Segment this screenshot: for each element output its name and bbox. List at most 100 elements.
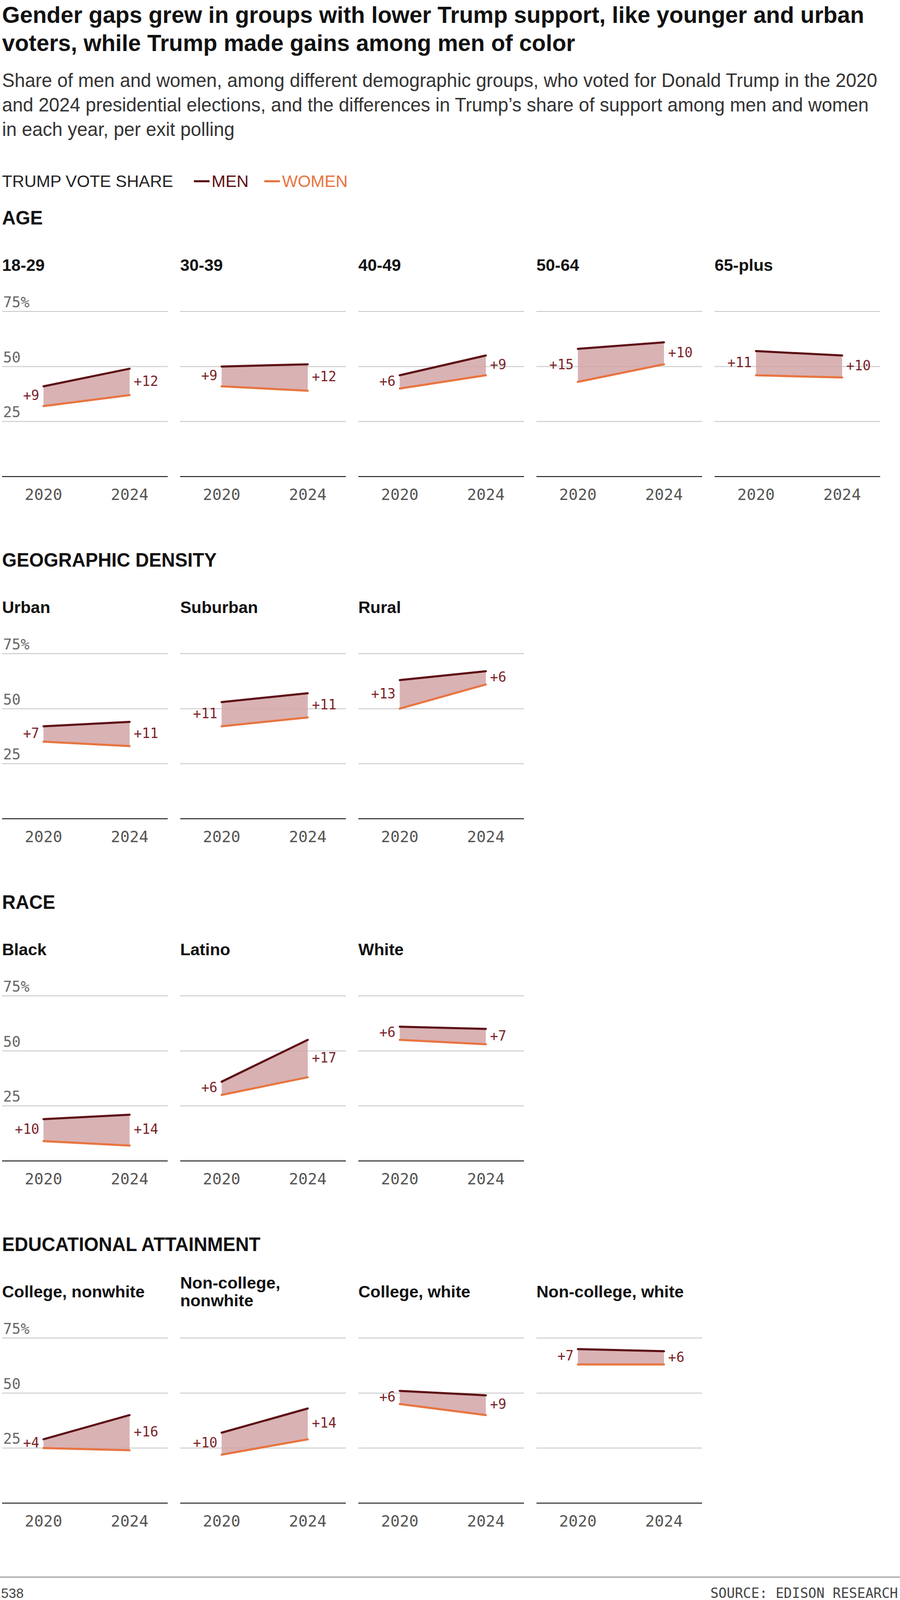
gap-label: +4 bbox=[22, 1434, 40, 1451]
x-tick-label: 2020 bbox=[558, 1511, 597, 1531]
data-group bbox=[43, 721, 130, 746]
grid-line bbox=[180, 420, 346, 422]
gap-band bbox=[578, 342, 665, 382]
gap-band bbox=[43, 1114, 130, 1146]
gap-band bbox=[43, 1415, 130, 1451]
x-axis bbox=[180, 1160, 346, 1162]
panel: 50-64+15+1020202024 bbox=[536, 255, 703, 504]
grid-line bbox=[358, 995, 524, 997]
text-line: voters, while Trump made gains among men… bbox=[2, 30, 575, 56]
data-group bbox=[43, 368, 130, 407]
grid-line bbox=[2, 995, 168, 997]
x-tick-label: 2024 bbox=[289, 1511, 327, 1531]
men-line bbox=[400, 355, 486, 376]
x-axis bbox=[536, 1502, 703, 1504]
x-tick-label: 2020 bbox=[202, 827, 241, 846]
x-tick-label: 2020 bbox=[380, 485, 419, 504]
women-line bbox=[43, 1447, 130, 1450]
gap-band bbox=[43, 368, 130, 407]
x-axis bbox=[180, 818, 346, 820]
section-title: EDUCATIONAL ATTAINMENT bbox=[2, 1233, 261, 1256]
women-line bbox=[43, 1141, 130, 1146]
women-line bbox=[400, 375, 486, 389]
gap-band bbox=[221, 1040, 308, 1096]
grid-line bbox=[2, 763, 168, 765]
y-tick-label: 75% bbox=[3, 978, 30, 996]
data-group bbox=[221, 693, 308, 727]
text-line: Gender gaps grew in groups with lower Tr… bbox=[2, 2, 865, 28]
y-tick-label: 25 bbox=[3, 745, 21, 764]
text-line: 18-29 bbox=[2, 255, 45, 275]
title: Gender gaps grew in groups with lower Tr… bbox=[2, 2, 865, 56]
gap-label: +10 bbox=[846, 357, 871, 374]
grid-line bbox=[2, 708, 168, 710]
panel-title: Latino bbox=[180, 940, 231, 959]
data-group bbox=[400, 671, 486, 709]
x-tick-label: 2020 bbox=[24, 485, 62, 504]
x-tick-label: 2020 bbox=[202, 1169, 241, 1189]
x-axis bbox=[358, 476, 524, 478]
panel-title: Black bbox=[2, 940, 47, 959]
x-axis bbox=[2, 818, 168, 820]
subtitle: Share of men and women, among different … bbox=[2, 69, 878, 141]
x-axis bbox=[180, 1502, 346, 1504]
grid-line bbox=[358, 310, 524, 312]
x-tick-label: 2024 bbox=[110, 485, 149, 504]
grid-line bbox=[180, 1105, 346, 1107]
footer-rule bbox=[0, 1576, 900, 1578]
grid-line bbox=[358, 1105, 524, 1107]
women-line bbox=[221, 386, 308, 391]
gap-label: +10 bbox=[15, 1121, 40, 1137]
grid-line bbox=[180, 310, 346, 312]
men-line bbox=[43, 1114, 130, 1119]
grid-line bbox=[180, 1337, 346, 1339]
grid-line bbox=[2, 653, 168, 655]
grid-line bbox=[2, 1105, 168, 1107]
legend-title: TRUMP VOTE SHARE bbox=[2, 171, 173, 191]
x-tick-label: 2020 bbox=[380, 1511, 419, 1531]
grid-line bbox=[536, 1337, 703, 1339]
gap-label: +9 bbox=[22, 387, 40, 404]
text-line: Black bbox=[2, 940, 47, 959]
data-group bbox=[400, 355, 486, 389]
legend-swatch bbox=[193, 180, 210, 183]
gap-label: +11 bbox=[133, 725, 159, 742]
x-tick-label: 2024 bbox=[110, 1511, 149, 1531]
gap-band bbox=[400, 1390, 486, 1415]
men-line bbox=[221, 1040, 308, 1082]
data-group bbox=[221, 364, 308, 391]
panel: Rural+13+620202024 bbox=[358, 597, 524, 846]
grid-line bbox=[2, 1337, 168, 1339]
panel-title: Urban bbox=[2, 597, 50, 617]
men-line bbox=[400, 671, 486, 681]
x-tick-label: 2020 bbox=[24, 1169, 62, 1189]
panel: 40-49+6+920202024 bbox=[358, 255, 524, 504]
grid-line bbox=[2, 310, 168, 312]
gap-label: +11 bbox=[311, 696, 337, 713]
data-group bbox=[221, 1408, 308, 1455]
data-group bbox=[43, 1415, 130, 1451]
women-line bbox=[221, 717, 308, 727]
x-tick-label: 2024 bbox=[823, 485, 861, 504]
panel-title: Non-college,nonwhite bbox=[180, 1273, 281, 1310]
women-line bbox=[400, 684, 486, 709]
panel: 65-plus+11+1020202024 bbox=[714, 255, 881, 504]
men-line bbox=[221, 693, 308, 703]
men-line bbox=[578, 342, 665, 349]
gap-band bbox=[400, 355, 486, 389]
y-tick-label: 75% bbox=[3, 293, 30, 311]
panel-title: 40-49 bbox=[358, 255, 402, 275]
gap-label: +7 bbox=[490, 1028, 507, 1044]
x-tick-label: 2020 bbox=[558, 485, 597, 504]
x-tick-label: 2024 bbox=[467, 485, 505, 504]
gap-label: +10 bbox=[193, 1434, 218, 1451]
grid-line bbox=[2, 1050, 168, 1052]
panel: Non-college,nonwhite+10+1420202024 bbox=[180, 1273, 346, 1531]
gap-label: +9 bbox=[490, 356, 507, 373]
panel: 30-39+9+1220202024 bbox=[180, 255, 346, 504]
x-tick-label: 2024 bbox=[645, 485, 683, 504]
text-line: White bbox=[358, 940, 404, 959]
data-group bbox=[578, 342, 665, 382]
grid-line bbox=[358, 1447, 524, 1449]
gap-label: +11 bbox=[727, 354, 753, 371]
